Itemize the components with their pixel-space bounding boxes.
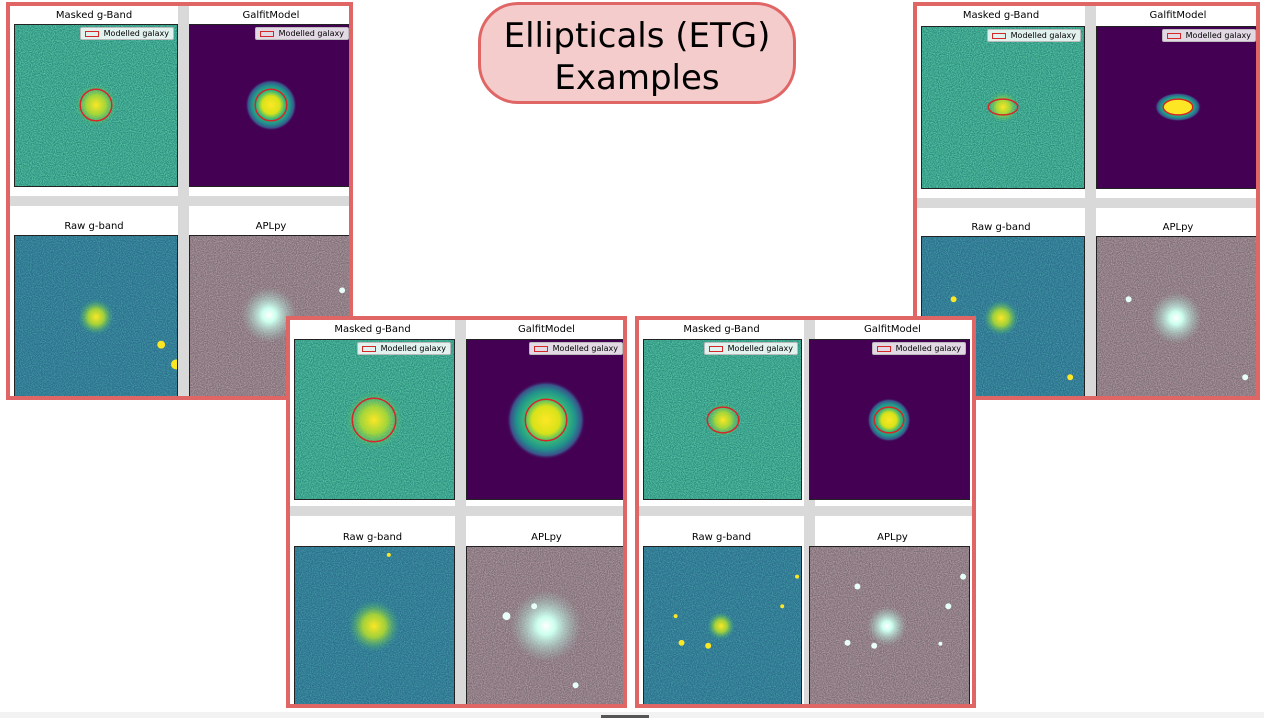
image-canvas — [810, 547, 969, 704]
galaxy-panel-2: Masked g-Band GalfitModel Raw g-band APL… — [913, 2, 1260, 400]
model-title: GalfitModel — [1149, 10, 1207, 21]
legend-swatch-icon — [259, 30, 274, 37]
legend-swatch-icon — [361, 345, 376, 352]
masked-title: Masked g-Band — [55, 10, 133, 21]
legend: Modelled galaxy — [356, 342, 451, 355]
model-title: GalfitModel — [518, 324, 575, 335]
legend: Modelled galaxy — [703, 342, 798, 355]
aplpy-title: APLpy — [877, 532, 908, 543]
image-canvas — [15, 236, 177, 396]
aplpy-title: APLpy — [255, 221, 287, 232]
legend-label: Modelled galaxy — [552, 344, 618, 353]
raw-image — [14, 235, 178, 396]
image-canvas — [467, 340, 623, 499]
image-canvas — [190, 25, 349, 186]
slide-title: Ellipticals (ETG) Examples — [478, 2, 796, 104]
galaxy-panel-1: Masked g-Band GalfitModel Raw g-band APL… — [6, 2, 353, 400]
bottom-scroll-handle[interactable] — [601, 715, 649, 718]
image-canvas — [644, 547, 801, 704]
legend-swatch-icon — [533, 345, 548, 352]
legend: Modelled galaxy — [528, 342, 623, 355]
model-image: Modelled galaxy — [466, 339, 623, 500]
galaxy-panel-4: Masked g-Band GalfitModel Raw g-band APL… — [635, 316, 976, 708]
slide-title-line2: Examples — [554, 58, 720, 98]
masked-title: Masked g-Band — [962, 10, 1040, 21]
masked-image: Modelled galaxy — [643, 339, 802, 500]
legend: Modelled galaxy — [871, 342, 966, 355]
slide-title-line1: Ellipticals (ETG) — [503, 16, 771, 56]
legend-label: Modelled galaxy — [380, 344, 446, 353]
model-image: Modelled galaxy — [1096, 26, 1256, 189]
image-canvas — [810, 340, 969, 499]
legend-label: Modelled galaxy — [103, 29, 169, 38]
legend-label: Modelled galaxy — [278, 29, 344, 38]
legend: Modelled galaxy — [986, 29, 1081, 42]
raw-image — [294, 546, 455, 704]
model-title: GalfitModel — [864, 324, 921, 335]
raw-title: Raw g-band — [971, 222, 1031, 233]
legend: Modelled galaxy — [79, 27, 174, 40]
raw-image — [643, 546, 802, 704]
masked-image: Modelled galaxy — [14, 24, 178, 187]
legend: Modelled galaxy — [1161, 29, 1256, 42]
masked-image: Modelled galaxy — [294, 339, 455, 500]
image-canvas — [922, 27, 1084, 188]
image-canvas — [295, 547, 454, 704]
image-canvas — [1097, 27, 1256, 188]
legend-swatch-icon — [991, 32, 1006, 39]
raw-title: Raw g-band — [691, 532, 752, 543]
aplpy-title: APLpy — [531, 532, 562, 543]
masked-title: Masked g-Band — [334, 324, 411, 335]
legend-swatch-icon — [1166, 32, 1181, 39]
image-canvas — [295, 340, 454, 499]
aplpy-image — [809, 546, 970, 704]
image-canvas — [644, 340, 801, 499]
model-image: Modelled galaxy — [809, 339, 970, 500]
galaxy-panel-3: Masked g-Band GalfitModel Raw g-band APL… — [286, 316, 627, 708]
legend-swatch-icon — [876, 345, 891, 352]
aplpy-title: APLpy — [1162, 222, 1194, 233]
legend-swatch-icon — [84, 30, 99, 37]
aplpy-image — [1096, 236, 1256, 396]
raw-title: Raw g-band — [64, 221, 124, 232]
image-canvas — [1097, 237, 1256, 396]
model-title: GalfitModel — [242, 10, 300, 21]
masked-title: Masked g-Band — [683, 324, 760, 335]
image-canvas — [467, 547, 623, 704]
legend-label: Modelled galaxy — [1010, 31, 1076, 40]
model-image: Modelled galaxy — [189, 24, 349, 187]
legend-label: Modelled galaxy — [727, 344, 793, 353]
legend-label: Modelled galaxy — [1185, 31, 1251, 40]
legend-label: Modelled galaxy — [895, 344, 961, 353]
masked-image: Modelled galaxy — [921, 26, 1085, 189]
legend-swatch-icon — [708, 345, 723, 352]
legend: Modelled galaxy — [254, 27, 349, 40]
aplpy-image — [466, 546, 623, 704]
image-canvas — [15, 25, 177, 186]
raw-title: Raw g-band — [342, 532, 403, 543]
